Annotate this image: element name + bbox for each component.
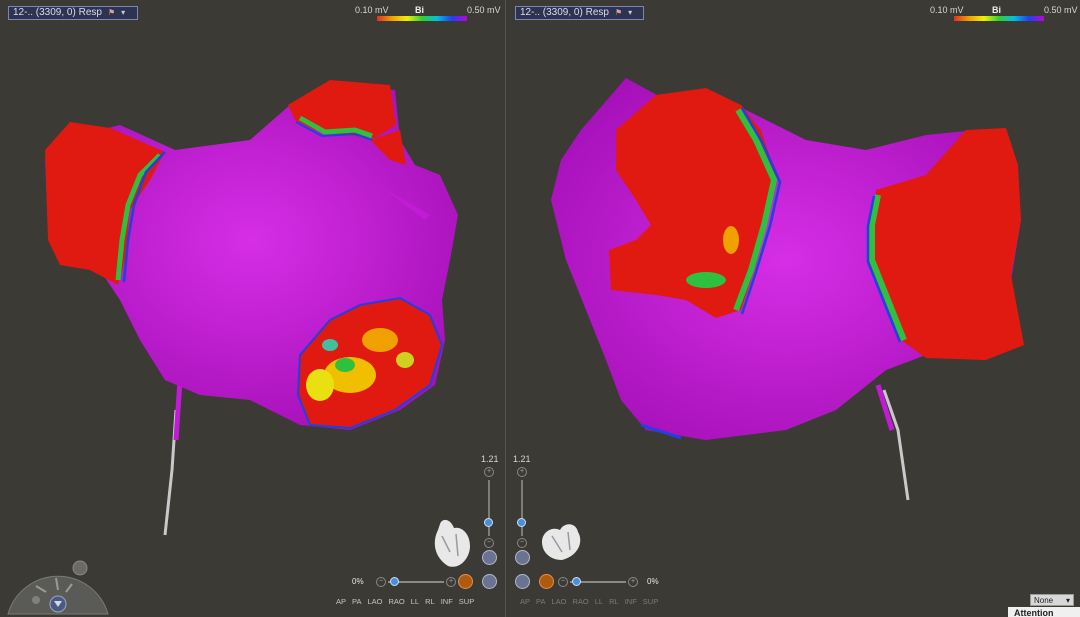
view-sup[interactable]: SUP (642, 597, 659, 606)
view-ap[interactable]: AP (520, 597, 531, 606)
view-ll[interactable]: LL (410, 597, 420, 606)
map-type-icon: ⚑ (614, 8, 623, 17)
left-map-selector-label: 12-.. (3309, 0) Resp (13, 7, 102, 18)
zoom-out-icon[interactable]: − (517, 538, 527, 548)
view-pa[interactable]: PA (352, 597, 362, 606)
left-voltage-map[interactable] (0, 0, 505, 617)
color-scale-bar (954, 16, 1044, 21)
zoom-out-icon[interactable]: − (484, 538, 494, 548)
chevron-down-icon: ▾ (1065, 596, 1070, 605)
left-zoom-knob[interactable] (484, 518, 493, 527)
chevron-down-icon: ▾ (628, 8, 633, 17)
right-map-selector-label: 12-.. (3309, 0) Resp (520, 7, 609, 18)
right-opacity-knob[interactable] (572, 577, 581, 586)
catheter-shaft (882, 389, 910, 501)
pane-divider[interactable] (505, 0, 506, 617)
right-voltage-map[interactable] (506, 0, 1080, 617)
right-map-toggle-icon[interactable] (539, 574, 554, 589)
left-map-pane[interactable]: 12-.. (3309, 0) Resp ⚑ ▾ 0.10 mV Bi 0.50… (0, 0, 505, 617)
chevron-down-icon: ▾ (121, 8, 126, 17)
view-rl[interactable]: RL (609, 597, 619, 606)
view-sup[interactable]: SUP (458, 597, 475, 606)
left-view-buttons: AP PA LAO RAO LL RL INF SUP (336, 597, 474, 606)
left-zoom-slider[interactable] (488, 480, 490, 536)
scale-type: Bi (415, 5, 424, 15)
left-zoom-value: 1.21 (481, 454, 499, 464)
right-zoom-value: 1.21 (513, 454, 531, 464)
selection-value: None (1034, 596, 1054, 605)
left-map-toggle-icon[interactable] (458, 574, 473, 589)
view-inf[interactable]: INF (624, 597, 637, 606)
right-view-reset-icon[interactable] (515, 574, 530, 589)
right-map-pane[interactable]: 12-.. (3309, 0) Resp ⚑ ▾ 0.10 mV Bi 0.50… (506, 0, 1080, 617)
left-camera-icon[interactable] (482, 550, 497, 565)
right-heart-orientation-icon[interactable] (538, 518, 584, 562)
opacity-plus-icon[interactable]: + (446, 577, 456, 587)
selection-dropdown[interactable]: None ▾ (1030, 594, 1074, 606)
scale-min: 0.10 mV (355, 5, 389, 15)
attention-banner[interactable]: Attention (1008, 607, 1080, 617)
view-inf[interactable]: INF (440, 597, 453, 606)
left-view-reset-icon[interactable] (482, 574, 497, 589)
zoom-in-icon[interactable]: + (517, 467, 527, 477)
right-map-selector[interactable]: 12-.. (3309, 0) Resp ⚑ ▾ (515, 6, 644, 20)
scale-type: Bi (992, 5, 1001, 15)
view-rl[interactable]: RL (425, 597, 435, 606)
right-view-buttons: AP PA LAO RAO LL RL INF SUP (520, 597, 658, 606)
opacity-minus-icon[interactable]: − (558, 577, 568, 587)
view-lao[interactable]: LAO (367, 597, 383, 606)
left-opacity-value: 0% (352, 577, 364, 586)
right-opacity-value: 0% (647, 577, 659, 586)
opacity-minus-icon[interactable]: − (376, 577, 386, 587)
view-rao[interactable]: RAO (388, 597, 405, 606)
view-ap[interactable]: AP (336, 597, 347, 606)
compass-icon[interactable] (6, 556, 110, 616)
view-pa[interactable]: PA (536, 597, 546, 606)
right-zoom-knob[interactable] (517, 518, 526, 527)
color-scale-bar (377, 16, 467, 21)
left-opacity-slider[interactable] (388, 581, 444, 583)
view-ll[interactable]: LL (594, 597, 604, 606)
left-map-selector[interactable]: 12-.. (3309, 0) Resp ⚑ ▾ (8, 6, 138, 20)
map-type-icon: ⚑ (107, 8, 116, 17)
right-zoom-slider[interactable] (521, 480, 523, 536)
left-opacity-knob[interactable] (390, 577, 399, 586)
scale-max: 0.50 mV (467, 5, 501, 15)
right-camera-icon[interactable] (515, 550, 530, 565)
view-rao[interactable]: RAO (572, 597, 589, 606)
zoom-in-icon[interactable]: + (484, 467, 494, 477)
view-lao[interactable]: LAO (551, 597, 567, 606)
opacity-plus-icon[interactable]: + (628, 577, 638, 587)
scale-min: 0.10 mV (930, 5, 964, 15)
right-opacity-slider[interactable] (570, 581, 626, 583)
scale-max: 0.50 mV (1044, 5, 1078, 15)
left-heart-orientation-icon[interactable] (428, 512, 474, 570)
